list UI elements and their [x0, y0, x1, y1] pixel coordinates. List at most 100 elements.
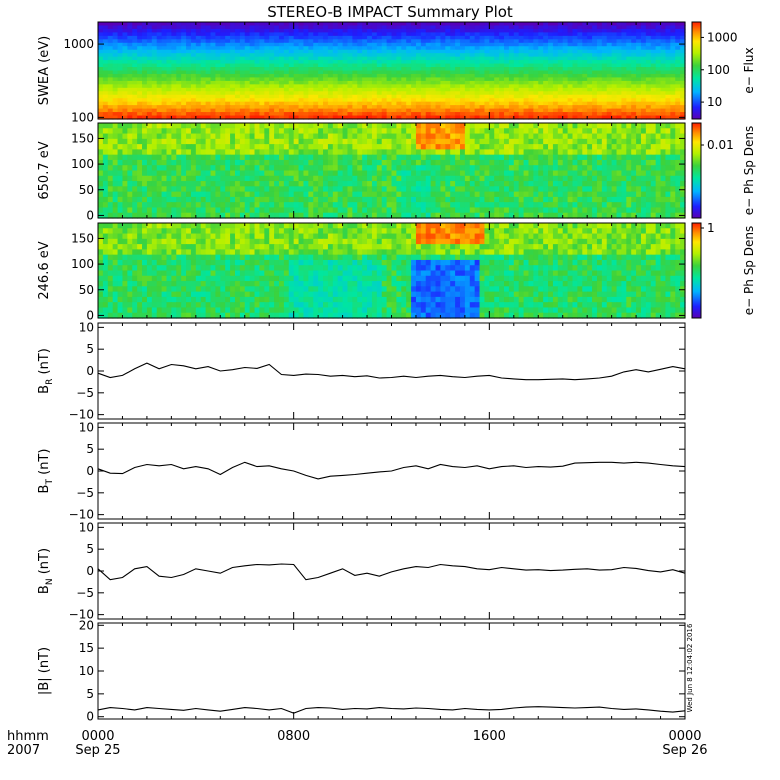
- heatmap-cell: [181, 115, 187, 120]
- heatmap-cell: [636, 39, 642, 44]
- heatmap-cell: [362, 70, 368, 75]
- heatmap-cell: [107, 39, 114, 44]
- heatmap-cell: [327, 101, 334, 106]
- heatmap-cell: [156, 22, 163, 27]
- heatmap-cell: [278, 80, 285, 85]
- heatmap-cell: [484, 123, 490, 129]
- heatmap-cell: [186, 77, 192, 82]
- heatmap-cell: [680, 144, 686, 150]
- heatmap-cell: [112, 98, 119, 103]
- heatmap-cell: [161, 149, 168, 156]
- heatmap-cell: [587, 67, 593, 72]
- heatmap-cell: [137, 35, 143, 40]
- heatmap-cell: [601, 91, 608, 96]
- heatmap-cell: [171, 138, 177, 145]
- heatmap-cell: [288, 154, 295, 161]
- heatmap-cell: [239, 32, 246, 37]
- heatmap-cell: [269, 144, 275, 150]
- heatmap-cell: [181, 170, 187, 177]
- heatmap-cell: [274, 91, 280, 96]
- heatmap-cell: [337, 28, 344, 33]
- heatmap-cell: [645, 49, 652, 54]
- heatmap-cell: [337, 49, 344, 54]
- heatmap-cell: [459, 49, 466, 54]
- heatmap-cell: [112, 123, 119, 129]
- heatmap-cell: [332, 181, 339, 187]
- heatmap-cell: [259, 67, 265, 72]
- heatmap-cell: [303, 84, 309, 89]
- heatmap-cell: [469, 73, 476, 79]
- heatmap-cell: [190, 181, 197, 187]
- heatmap-cell: [469, 80, 476, 85]
- heatmap-cell: [582, 105, 588, 110]
- heatmap-cell: [293, 94, 300, 99]
- heatmap-cell: [626, 105, 632, 110]
- heatmap-cell: [660, 39, 667, 44]
- heatmap-cell: [127, 80, 133, 85]
- heatmap-cell: [200, 49, 207, 54]
- heatmap-cell: [122, 181, 128, 187]
- heatmap-cell: [494, 46, 500, 51]
- heatmap-cell: [357, 123, 363, 129]
- heatmap-cell: [557, 154, 564, 161]
- heatmap-cell: [278, 60, 285, 65]
- heatmap-cell: [244, 181, 251, 187]
- heatmap-cell: [117, 123, 124, 129]
- heatmap-cell: [278, 32, 285, 37]
- heatmap-cell: [327, 105, 334, 110]
- heatmap-cell: [572, 149, 578, 156]
- heatmap-cell: [499, 105, 505, 110]
- heatmap-cell: [186, 70, 192, 75]
- heatmap-cell: [616, 84, 623, 89]
- heatmap-cell: [396, 87, 402, 92]
- heatmap-cell: [401, 77, 407, 82]
- heatmap-cell: [225, 63, 231, 68]
- heatmap-cell: [347, 186, 353, 193]
- heatmap-cell: [122, 56, 128, 61]
- heatmap-cell: [391, 67, 397, 72]
- heatmap-cell: [127, 175, 133, 182]
- heatmap-cell: [151, 67, 158, 72]
- heatmap-cell: [386, 46, 393, 51]
- heatmap-cell: [269, 123, 275, 129]
- heatmap-cell: [357, 70, 363, 75]
- heatmap-cell: [631, 112, 637, 117]
- heatmap-cell: [332, 159, 339, 166]
- heatmap-cell: [288, 181, 295, 187]
- heatmap-cell: [596, 149, 603, 156]
- heatmap-cell: [362, 73, 368, 79]
- heatmap-cell: [190, 87, 197, 92]
- heatmap-cell: [435, 159, 442, 166]
- heatmap-cell: [626, 25, 632, 30]
- heatmap-cell: [420, 165, 427, 172]
- heatmap-cell: [190, 77, 197, 82]
- heatmap-cell: [156, 123, 163, 129]
- heatmap-cell: [376, 94, 383, 99]
- heatmap-cell: [508, 77, 515, 82]
- heatmap-cell: [137, 39, 143, 44]
- heatmap-cell: [548, 80, 554, 85]
- heatmap-cell: [278, 105, 285, 110]
- heatmap-cell: [582, 175, 588, 182]
- heatmap-cell: [543, 84, 549, 89]
- heatmap-cell: [347, 63, 353, 68]
- heatmap-cell: [181, 22, 187, 27]
- heatmap-cell: [181, 123, 187, 129]
- heatmap-cell: [572, 128, 578, 135]
- heatmap-cell: [640, 154, 647, 161]
- heatmap-cell: [411, 170, 417, 177]
- heatmap-cell: [357, 128, 363, 135]
- heatmap-cell: [127, 149, 133, 156]
- heatmap-cell: [445, 91, 451, 96]
- heatmap-cell: [474, 165, 481, 172]
- heatmap-cell: [489, 123, 495, 129]
- heatmap-cell: [396, 70, 402, 75]
- heatmap-cell: [381, 91, 388, 96]
- heatmap-cell: [587, 80, 593, 85]
- heatmap-cell: [464, 87, 471, 92]
- heatmap-cell: [601, 25, 608, 30]
- heatmap-cell: [313, 181, 319, 187]
- heatmap-cell: [107, 133, 114, 140]
- heatmap-cell: [518, 105, 525, 110]
- heatmap-cell: [381, 133, 388, 140]
